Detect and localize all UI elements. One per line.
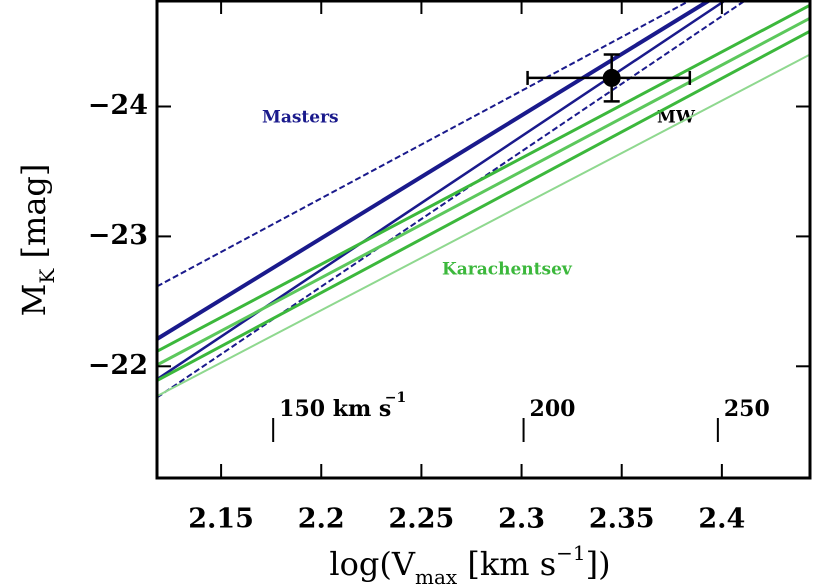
series-line: [157, 16, 810, 367]
x-tick-label: 2.25: [389, 504, 455, 535]
y-axis-label-part: M: [15, 284, 53, 317]
x-tick-label: 2.3: [498, 504, 545, 535]
x-axis-label-part: max: [415, 565, 458, 588]
series-line: [157, 3, 810, 353]
x-axis-label-part: log(V: [329, 545, 415, 583]
y-tick-label: −22: [88, 350, 148, 381]
x-tick-label: 2.15: [188, 504, 254, 535]
y-axis-label-part: K: [35, 268, 59, 284]
y-axis-label-group: MK [mag]: [15, 164, 59, 317]
mw-label: MW: [657, 108, 696, 128]
velocity-label: 250: [724, 396, 770, 422]
series-line: [157, 29, 810, 382]
x-axis-label-part: ]): [586, 545, 611, 583]
y-axis-label-part: [mag]: [15, 164, 53, 269]
velocity-label: 200: [530, 396, 576, 422]
x-tick-label: 2.2: [298, 504, 345, 535]
plot-frame: [155, 0, 812, 480]
series-line: [157, 0, 692, 288]
mw-point: [602, 68, 621, 87]
series-line: [157, 0, 711, 341]
y-axis-label: MK [mag]: [15, 164, 59, 317]
karachentsev-label: Karachentsev: [442, 260, 573, 280]
x-axis-label-part: −1: [556, 541, 585, 565]
x-tick-label: 2.35: [589, 504, 655, 535]
masters-label: Masters: [262, 108, 339, 128]
x-axis-label: log(Vmax [km s−1]): [329, 541, 610, 588]
x-tick-label: 2.4: [698, 504, 745, 535]
series-line: [157, 53, 810, 398]
series-line: [157, 0, 747, 399]
x-axis-label-part: [km s: [457, 545, 556, 583]
velocity-label: 150 km s: [279, 396, 391, 422]
y-tick-label: −23: [88, 220, 148, 251]
series-line: [157, 0, 727, 381]
y-tick-label: −24: [88, 90, 148, 121]
plot-area: [157, 0, 810, 399]
velocity-label-sup: −1: [385, 390, 406, 406]
